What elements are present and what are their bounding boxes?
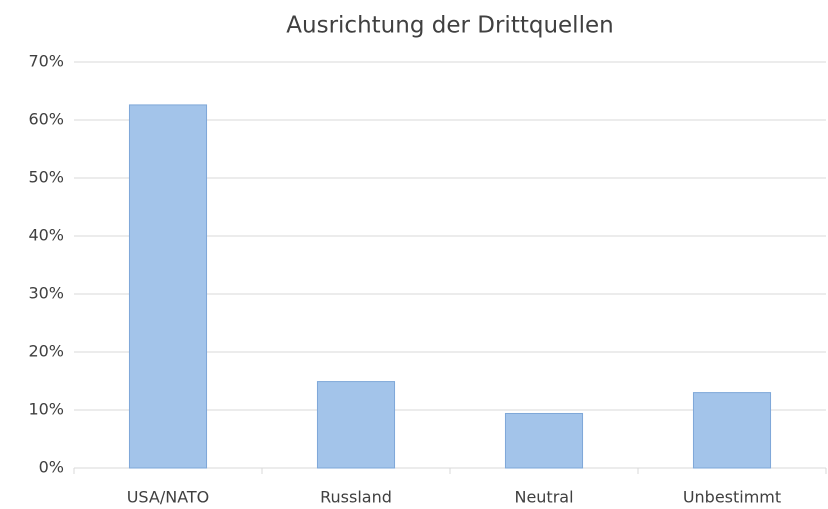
y-tick-label: 0% xyxy=(39,458,64,477)
y-tick-label: 10% xyxy=(28,400,64,419)
x-tick-label: Russland xyxy=(320,488,392,507)
bar xyxy=(504,412,584,469)
x-tick-label: Neutral xyxy=(514,488,573,507)
y-tick-label: 70% xyxy=(28,52,64,71)
x-tick-label: USA/NATO xyxy=(127,488,210,507)
y-tick-label: 30% xyxy=(28,284,64,303)
y-tick-label: 20% xyxy=(28,342,64,361)
chart-title: Ausrichtung der Drittquellen xyxy=(286,13,613,39)
bar xyxy=(316,381,396,469)
y-tick-label: 60% xyxy=(28,110,64,129)
bar xyxy=(692,392,772,469)
y-tick-label: 50% xyxy=(28,168,64,187)
bar xyxy=(128,104,208,469)
x-tick-label: Unbestimmt xyxy=(683,488,781,507)
y-tick-label: 40% xyxy=(28,226,64,245)
